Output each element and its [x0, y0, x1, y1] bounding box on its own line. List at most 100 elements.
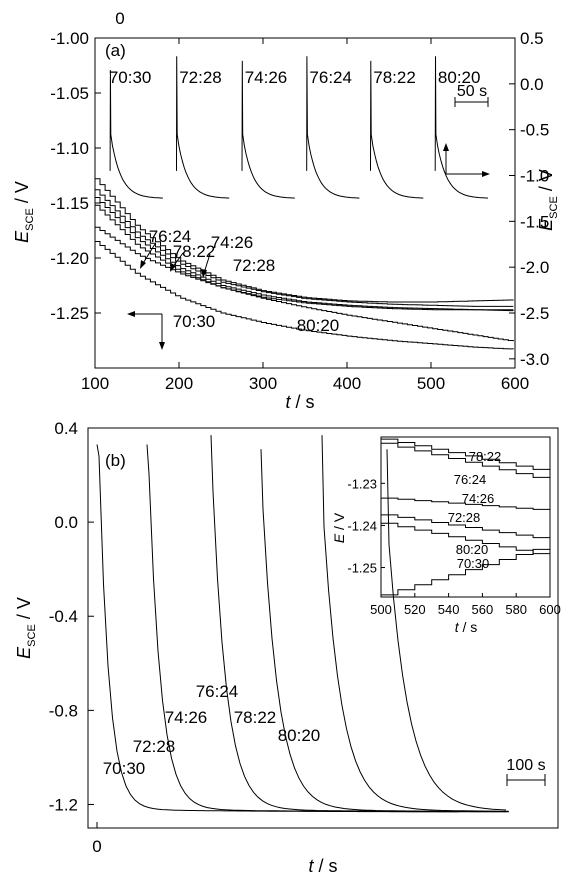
curve-76:24 [95, 197, 514, 311]
inset-curve-label: 74:26 [462, 491, 495, 506]
inset-curve-72:28 [381, 514, 551, 541]
panel-b-y-ticks: 0.4 0.0 -0.4 -0.8 -1.2 [49, 419, 94, 814]
transient-label: 78:22 [373, 68, 416, 87]
inset-y-tick-label: -1.24 [347, 518, 377, 533]
panel-b: (b) 0.4 0.0 -0.4 -0.8 -1.2 0 70:30 72:28 74:26… [14, 419, 561, 876]
svg-text:ESCE / V: ESCE / V [12, 181, 36, 243]
panel-a-top-label: 0 [115, 9, 124, 28]
panel-a-transients: 70:30 72:28 74:26 76:24 78:22 80:20 [109, 56, 489, 199]
curve-80:20 [95, 226, 514, 342]
panel-b-label: (b) [105, 451, 126, 470]
left-y-tick-label: -1.10 [50, 139, 89, 158]
curve-74:26 [95, 189, 514, 307]
right-axis-arrow [443, 143, 490, 177]
panel-b-x-title: t / s [308, 856, 337, 876]
x-tick-label: 400 [333, 374, 361, 393]
panel-a-right-y-title: ESCE / V [536, 169, 560, 231]
x-tick-label: 100 [81, 374, 109, 393]
left-y-tick-label: -1.05 [50, 84, 89, 103]
panel-a-x-title: t / s [285, 392, 314, 412]
inset-curve-78:22 [381, 438, 551, 473]
curve-label: 80:20 [278, 726, 321, 745]
left-y-tick-label: -1.15 [50, 194, 89, 213]
inset-x-tick-label: 600 [539, 602, 561, 617]
transient-label: 70:30 [109, 68, 152, 87]
label-pointer-arrows [140, 243, 211, 278]
inset-y-tick-label: -1.23 [347, 476, 377, 491]
curve-label: 72:28 [233, 256, 276, 275]
inset-x-tick-label: 580 [505, 602, 527, 617]
curve-78:22 [95, 204, 514, 312]
panel-b-scale-bar-label: 100 s [506, 757, 545, 774]
inset-curve-label: 72:28 [448, 510, 481, 525]
right-y-tick-label: -3.0 [520, 350, 549, 369]
left-axis-arrow [127, 311, 165, 350]
left-y-tick-label: -1.00 [50, 29, 89, 48]
right-y-tick-label: -1.5 [520, 212, 549, 231]
transient-label: 72:28 [179, 68, 222, 87]
inset-y-title: E / V [331, 512, 347, 543]
curve-label: 70:30 [103, 759, 146, 778]
inset-y-ticks: -1.23 -1.24 -1.25 [347, 476, 385, 576]
panel-a-x-ticks: 100 200 300 400 500 600 [81, 38, 529, 393]
transient-label: 74:26 [245, 68, 288, 87]
inset-frame [380, 436, 551, 598]
y-tick-label: -0.4 [49, 607, 78, 626]
panel-a: 0 (a) -1.00 -1.05 -1.10 -1.15 -1.20 -1.25 0.5… [12, 9, 560, 412]
curve-80:20 [386, 449, 507, 811]
right-y-tick-label: 0.5 [520, 29, 544, 48]
right-y-tick-label: -1.0 [520, 167, 549, 186]
svg-text:E / V: E / V [331, 512, 347, 543]
curve-label: 76:24 [196, 682, 239, 701]
transient-72:28 [176, 56, 230, 199]
x-tick-label: 600 [501, 374, 529, 393]
curve-70:30 [95, 241, 514, 350]
inset-x-tick-label: 540 [438, 602, 460, 617]
x-tick-label: 300 [249, 374, 277, 393]
curve-78:22 [321, 435, 509, 812]
panel-a-right-y-ticks: 0.5 0.0 -0.5 -1.0 -1.5 -2.0 -2.5 -3.0 [509, 29, 549, 369]
transient-70:30 [109, 70, 163, 199]
left-y-tick-label: -1.20 [50, 249, 89, 268]
transient-label: 76:24 [309, 68, 352, 87]
transient-78:22 [370, 60, 424, 199]
x-tick-label: 500 [417, 374, 445, 393]
inset-curve-label: 78:22 [469, 449, 502, 464]
panel-a-left-y-ticks: -1.00 -1.05 -1.10 -1.15 -1.20 -1.25 [50, 29, 101, 323]
y-tick-label: 0.4 [54, 419, 78, 438]
inset-y-tick-label: -1.25 [347, 561, 377, 576]
inset-curve-74:26 [381, 497, 551, 511]
curve-label: 76:24 [149, 227, 192, 246]
y-tick-label: -1.2 [49, 795, 78, 814]
panel-b-x-tick-label: 0 [92, 837, 101, 856]
right-y-tick-label: -0.5 [520, 121, 549, 140]
curve-label: 74:26 [211, 233, 254, 252]
inset-x-title: t / s [455, 619, 478, 635]
inset-curve-80:20 [381, 522, 551, 557]
svg-text:ESCE / V: ESCE / V [14, 597, 38, 659]
curve-label: 80:20 [297, 316, 340, 335]
transient-74:26 [241, 60, 295, 199]
transient-76:24 [306, 56, 360, 199]
right-y-tick-label: -2.5 [520, 304, 549, 323]
inset-x-ticks: 500 520 540 560 580 600 [370, 593, 561, 617]
curve-72:28 [95, 178, 514, 303]
inset-curve-label: 80:20 [456, 542, 489, 557]
transient-label: 80:20 [438, 68, 481, 87]
curve-label: 78:22 [234, 708, 277, 727]
inset-x-tick-label: 560 [472, 602, 494, 617]
panel-b-scale-bar: 100 s [506, 757, 546, 786]
panel-b-x-ticks: 0 [92, 822, 102, 856]
inset-x-tick-label: 500 [370, 602, 392, 617]
left-y-tick-label: -1.25 [50, 304, 89, 323]
inset-curve-label: 70:30 [457, 556, 490, 571]
inset-x-tick-label: 520 [404, 602, 426, 617]
inset-curve-label: 76:24 [454, 472, 487, 487]
y-tick-label: -0.8 [49, 701, 78, 720]
panel-b-frame [87, 427, 559, 829]
curve-label: 74:26 [165, 708, 208, 727]
